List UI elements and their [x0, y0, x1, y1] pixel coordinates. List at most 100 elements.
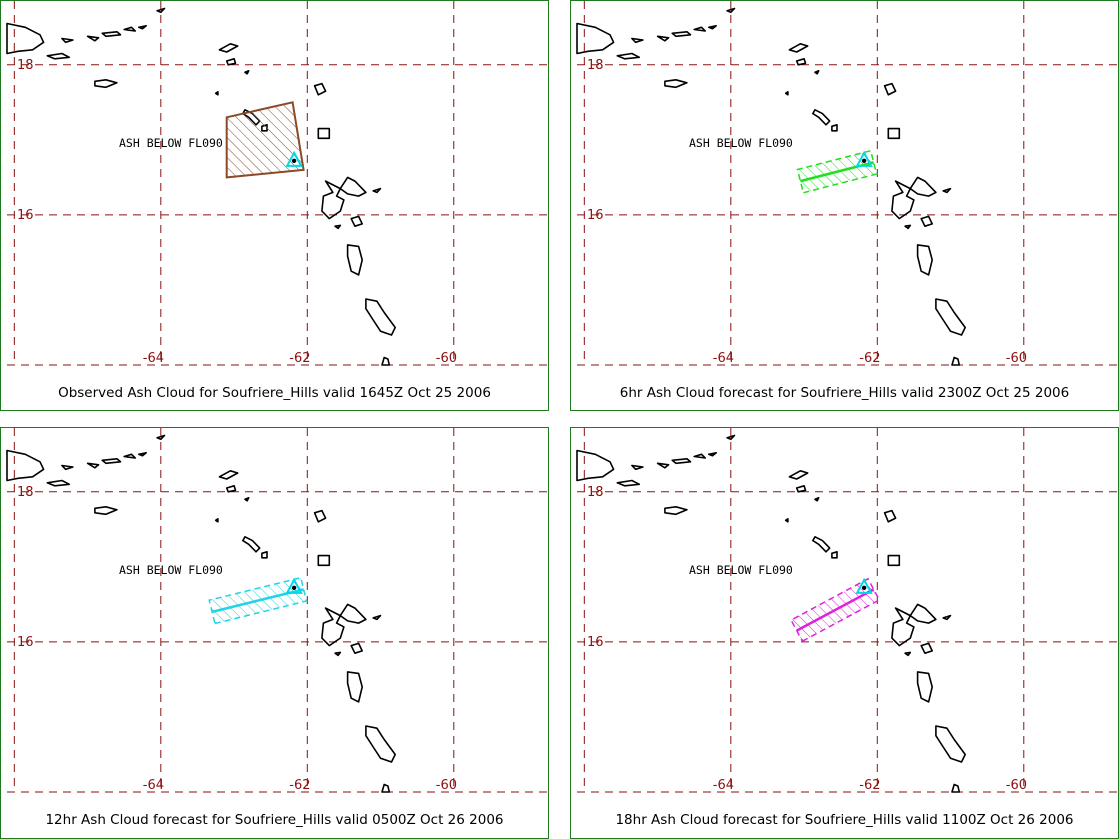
island-coastline — [242, 536, 261, 553]
island-coastline — [916, 244, 933, 276]
island-coastline — [94, 506, 118, 516]
island-coastline — [46, 479, 71, 487]
ash-cloud-label: ASH BELOW FL090 — [689, 136, 793, 150]
island-coastline — [576, 449, 615, 482]
island-coastline — [365, 725, 396, 763]
panel-caption: 6hr Ash Cloud forecast for Soufriere_Hil… — [619, 385, 1070, 401]
island-coastline — [261, 551, 268, 559]
island-coastline — [891, 180, 915, 220]
island-coastline — [788, 470, 809, 480]
ash-cloud-label: ASH BELOW FL090 — [119, 563, 223, 577]
island-coastline — [46, 52, 71, 60]
volcano-dot-icon — [291, 158, 297, 164]
island-coastline — [693, 453, 706, 459]
island-coastline — [795, 485, 807, 493]
island-coastline — [365, 298, 396, 336]
island-coastline — [94, 79, 118, 89]
lon-tick-label: -60 — [1006, 778, 1027, 793]
island-coastline — [61, 37, 74, 44]
island-coastline — [656, 35, 670, 42]
island-coastline — [671, 31, 692, 38]
lat-tick-label: 18 — [17, 58, 34, 73]
island-coastline — [831, 124, 838, 132]
island-coastline — [909, 176, 937, 197]
lat-tick-label: 16 — [587, 635, 604, 650]
island-coastline — [381, 356, 391, 366]
lon-tick-label: -62 — [289, 351, 310, 366]
island-coastline — [313, 82, 327, 96]
island-coastline — [123, 453, 136, 459]
island-coastline — [313, 509, 327, 523]
lat-tick-label: 16 — [17, 208, 34, 223]
island-coastline — [123, 26, 136, 32]
lat-tick-label: 16 — [17, 635, 34, 650]
island-coastline — [631, 37, 644, 44]
island-coastline — [616, 479, 641, 487]
island-coastline — [616, 52, 641, 60]
island-coastline — [61, 464, 74, 471]
island-coastline — [350, 642, 363, 654]
island-coastline — [812, 109, 831, 126]
island-coastline — [693, 26, 706, 32]
lon-tick-label: -60 — [1006, 351, 1027, 366]
island-coastline — [726, 434, 736, 441]
island-coastline — [86, 462, 100, 469]
island-coastline — [244, 70, 250, 75]
map-panel-observed: 18 16 -64 -62 -60 ASH BELOW FL090 Observed As… — [0, 0, 549, 411]
island-coastline — [951, 356, 961, 366]
island-coastline — [814, 70, 820, 75]
island-coastline — [788, 43, 809, 53]
lon-tick-label: -62 — [859, 351, 880, 366]
volcano-dot-icon — [861, 585, 867, 591]
island-coastline — [101, 458, 122, 465]
island-coastline — [225, 485, 237, 493]
island-coastline — [214, 91, 219, 96]
lon-tick-label: -64 — [143, 351, 164, 366]
island-coastline — [350, 215, 363, 227]
map-panel-18hr: 18 16 -64 -62 -60 ASH BELOW FL090 18hr Ash Cl… — [570, 427, 1119, 839]
volcano-triangle-icon — [285, 150, 303, 167]
volcano-triangle-icon — [855, 577, 873, 594]
island-coastline — [942, 614, 952, 621]
map-svg: 18 16 -64 -62 -60 ASH BELOW FL090 — [576, 428, 1118, 793]
lon-tick-label: -60 — [436, 778, 457, 793]
lon-tick-label: -64 — [713, 778, 734, 793]
island-coastline — [942, 187, 952, 194]
island-coastline — [887, 127, 901, 140]
island-coastline — [664, 506, 688, 516]
map-svg: 18 16 -64 -62 -60 ASH BELOW FL090 — [576, 1, 1118, 366]
island-coastline — [372, 614, 382, 621]
island-coastline — [576, 22, 615, 55]
lat-tick-label: 18 — [17, 485, 34, 500]
island-coastline — [935, 298, 966, 336]
lon-tick-label: -64 — [143, 778, 164, 793]
island-coastline — [381, 783, 391, 793]
island-coastline — [372, 187, 382, 194]
ash-cloud-label: ASH BELOW FL090 — [689, 563, 793, 577]
volcano-dot-icon — [861, 158, 867, 164]
lon-tick-label: -62 — [859, 778, 880, 793]
island-coastline — [218, 43, 239, 53]
island-coastline — [904, 651, 912, 657]
lon-tick-label: -62 — [289, 778, 310, 793]
island-coastline — [904, 224, 912, 230]
island-coastline — [812, 536, 831, 553]
island-coastline — [935, 725, 966, 763]
island-coastline — [86, 35, 100, 42]
panel-caption: Observed Ash Cloud for Soufriere_Hills v… — [58, 385, 491, 401]
island-coastline — [671, 458, 692, 465]
island-coastline — [795, 58, 807, 66]
volcano-dot-icon — [291, 585, 297, 591]
island-coastline — [334, 224, 342, 230]
map-svg: 18 16 -64 -62 -60 ASH BELOW FL090 — [6, 1, 548, 366]
island-coastline — [916, 671, 933, 703]
island-coastline — [831, 551, 838, 559]
island-coastline — [244, 497, 250, 502]
island-coastline — [321, 607, 345, 647]
volcano-triangle-icon — [285, 577, 303, 594]
island-coastline — [726, 7, 736, 14]
island-coastline — [784, 518, 789, 523]
island-coastline — [814, 497, 820, 502]
island-coastline — [883, 82, 897, 96]
island-coastline — [664, 79, 688, 89]
